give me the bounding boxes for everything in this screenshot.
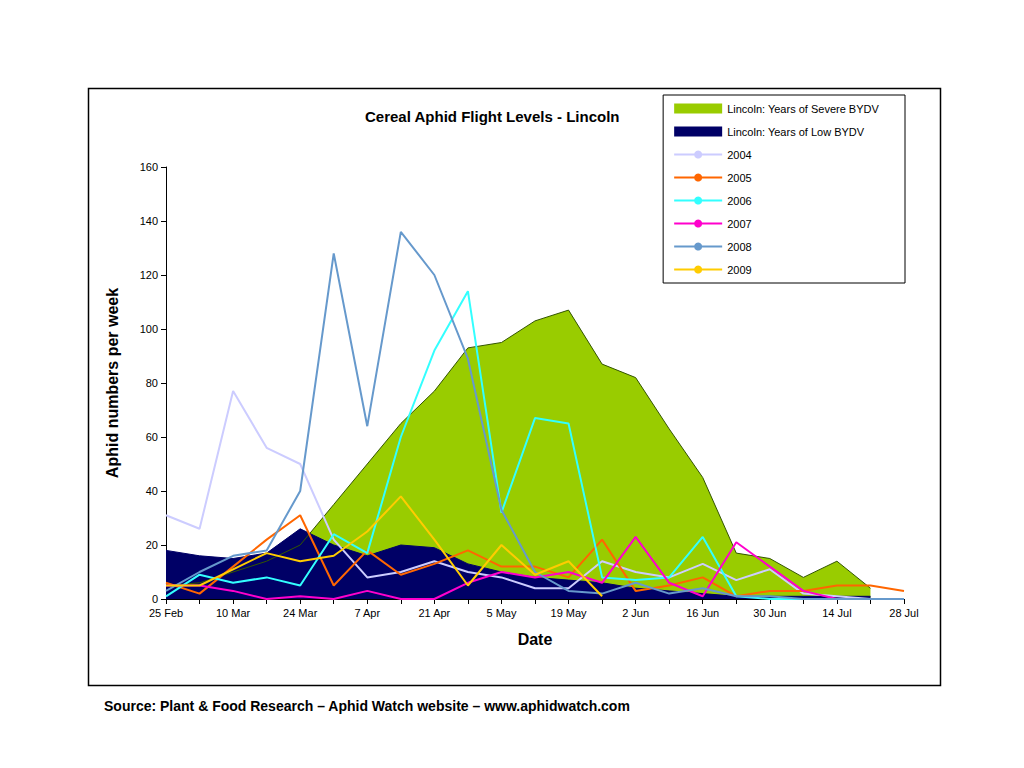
svg-text:30 Jun: 30 Jun bbox=[753, 607, 786, 619]
svg-text:2004: 2004 bbox=[727, 149, 751, 161]
svg-text:20: 20 bbox=[146, 539, 158, 551]
svg-text:Date: Date bbox=[518, 631, 553, 648]
svg-text:Lincoln: Years of Low BYDV: Lincoln: Years of Low BYDV bbox=[727, 126, 865, 138]
svg-text:2009: 2009 bbox=[727, 264, 751, 276]
svg-text:Source: Plant & Food Research: Source: Plant & Food Research – Aphid Wa… bbox=[104, 698, 630, 714]
svg-text:Cereal Aphid Flight Levels - L: Cereal Aphid Flight Levels - Lincoln bbox=[365, 108, 619, 125]
svg-text:2 Jun: 2 Jun bbox=[622, 607, 649, 619]
svg-text:10 Mar: 10 Mar bbox=[216, 607, 251, 619]
svg-text:2005: 2005 bbox=[727, 172, 751, 184]
svg-text:0: 0 bbox=[152, 593, 158, 605]
svg-text:120: 120 bbox=[140, 269, 158, 281]
svg-text:80: 80 bbox=[146, 377, 158, 389]
svg-text:2006: 2006 bbox=[727, 195, 751, 207]
svg-text:2008: 2008 bbox=[727, 241, 751, 253]
svg-text:16 Jun: 16 Jun bbox=[686, 607, 719, 619]
svg-text:14 Jul: 14 Jul bbox=[822, 607, 851, 619]
svg-text:Aphid numbers per week: Aphid numbers per week bbox=[104, 288, 121, 478]
svg-text:140: 140 bbox=[140, 215, 158, 227]
svg-text:100: 100 bbox=[140, 323, 158, 335]
svg-text:5 May: 5 May bbox=[486, 607, 516, 619]
svg-text:19 May: 19 May bbox=[551, 607, 588, 619]
svg-text:28 Jul: 28 Jul bbox=[889, 607, 918, 619]
svg-text:25 Feb: 25 Feb bbox=[149, 607, 183, 619]
svg-text:40: 40 bbox=[146, 485, 158, 497]
svg-text:21 Apr: 21 Apr bbox=[418, 607, 450, 619]
svg-text:60: 60 bbox=[146, 431, 158, 443]
svg-text:2007: 2007 bbox=[727, 218, 751, 230]
svg-text:160: 160 bbox=[140, 161, 158, 173]
svg-text:24 Mar: 24 Mar bbox=[283, 607, 318, 619]
svg-text:7 Apr: 7 Apr bbox=[354, 607, 380, 619]
svg-text:Lincoln: Years of Severe BYDV: Lincoln: Years of Severe BYDV bbox=[727, 103, 879, 115]
